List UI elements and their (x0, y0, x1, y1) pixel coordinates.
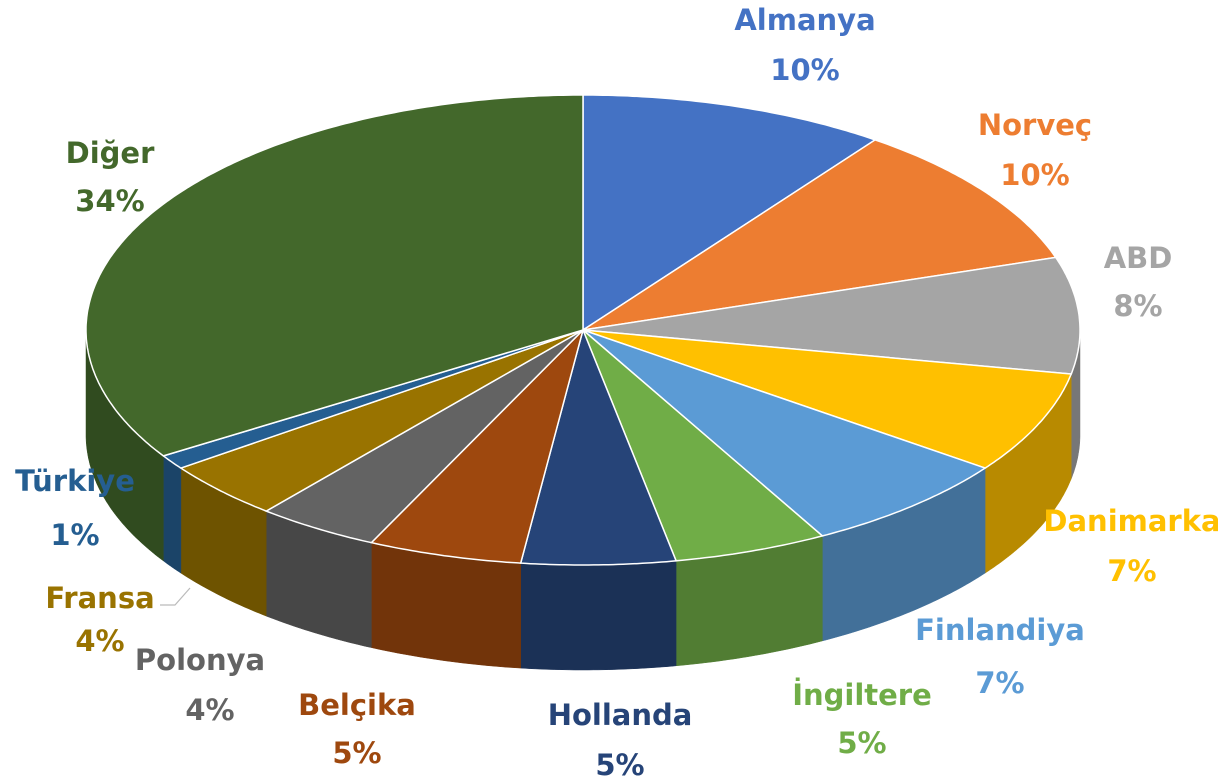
data-label-name: Finlandiya (915, 613, 1085, 647)
data-label-value: 7% (1107, 554, 1156, 588)
data-label-value: 10% (770, 53, 839, 87)
pie-slice (264, 329, 584, 544)
data-label-name: Türkiye (15, 464, 135, 498)
data-label-value: 7% (975, 666, 1024, 700)
data-label-name: Almanya (734, 3, 875, 37)
data-label-value: 8% (1113, 289, 1162, 323)
data-label-name: ABD (1104, 241, 1173, 275)
leader-line (160, 587, 191, 606)
pie-slice (582, 329, 1073, 469)
pie-slice (369, 327, 585, 564)
pie-sides (85, 330, 1081, 671)
data-label-value: 4% (75, 624, 124, 658)
data-label-value: 4% (185, 693, 234, 727)
data-label-name: İngiltere (792, 678, 932, 712)
pie-slice (519, 327, 678, 566)
data-label-name: Diğer (66, 136, 155, 170)
data-label-name: Norveç (978, 108, 1092, 142)
pie-slice-side (163, 455, 182, 574)
data-label-value: 10% (1000, 158, 1069, 192)
data-label-value: 34% (75, 184, 144, 218)
pie-slice (582, 329, 824, 562)
pie-slice (582, 329, 987, 537)
pie-slice (161, 329, 584, 469)
data-label-name: Polonya (135, 643, 265, 677)
pie-slice-side (520, 560, 677, 671)
pie-top (85, 94, 1081, 566)
pie-slice (582, 139, 1058, 331)
data-label-value: 5% (837, 726, 886, 760)
pie-slice (582, 256, 1081, 375)
data-label-value: 5% (595, 748, 644, 782)
data-label-name: Fransa (45, 581, 154, 615)
data-label-name: Hollanda (548, 698, 693, 732)
data-label-value: 1% (50, 518, 99, 552)
pie-slice (582, 94, 877, 332)
pie-slice (85, 94, 584, 457)
data-label-name: Danimarka (1043, 504, 1218, 538)
pie-slice (179, 329, 584, 512)
data-label-name: Belçika (298, 688, 416, 722)
data-label-value: 5% (332, 736, 381, 770)
